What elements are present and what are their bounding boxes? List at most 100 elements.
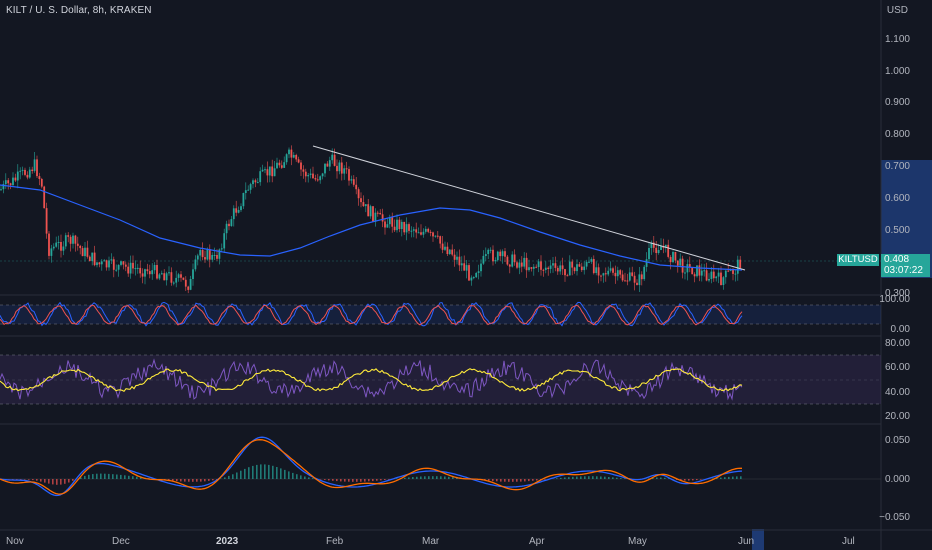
macd-histogram-bar	[648, 478, 650, 479]
currency-label: USD	[886, 5, 908, 16]
macd-histogram-bar	[496, 479, 498, 482]
candle-body	[655, 247, 658, 253]
candle-body	[343, 168, 346, 174]
macd-histogram-bar	[712, 478, 714, 479]
candle-body	[55, 242, 58, 247]
candle-body	[247, 189, 250, 191]
macd-histogram-bar	[300, 475, 302, 479]
candle-body	[96, 262, 98, 266]
macd-histogram-bar	[256, 464, 258, 479]
macd-histogram-bar	[168, 479, 170, 481]
candle-body	[98, 262, 101, 265]
candle-body	[429, 231, 432, 233]
candle-body	[40, 179, 43, 187]
candle-body	[513, 254, 516, 263]
candle-body	[559, 265, 562, 272]
candle-body	[578, 264, 581, 267]
candle-body	[729, 270, 732, 272]
candle-body	[564, 269, 566, 276]
candle-body	[688, 264, 691, 268]
time-tick: Jul	[842, 536, 855, 547]
macd-histogram-bar	[492, 479, 494, 482]
macd-histogram-bar	[544, 479, 546, 480]
trendline[interactable]	[312, 145, 746, 271]
candle-body	[535, 266, 538, 268]
candle-body	[592, 259, 595, 274]
candle-body	[232, 208, 235, 220]
candle-body	[228, 223, 230, 227]
candle-body	[216, 255, 218, 259]
macd-histogram-bar	[584, 476, 586, 479]
candle-body	[556, 267, 559, 272]
candle-body	[357, 189, 360, 199]
candle-body	[633, 275, 636, 283]
candle-body	[700, 270, 703, 276]
price-tick: 1.000	[884, 66, 910, 77]
candle-body	[715, 276, 718, 279]
price-tick: 0.800	[884, 129, 910, 140]
candle-body	[120, 261, 122, 265]
candle-body	[732, 270, 734, 274]
candle-body	[391, 217, 394, 227]
candle-body	[463, 263, 466, 271]
macd-histogram-bar	[604, 476, 606, 479]
candle-body	[468, 265, 470, 281]
candle-body	[597, 267, 600, 276]
candle-body	[112, 259, 115, 270]
macd-histogram-bar	[292, 472, 294, 479]
macd-histogram-bar	[232, 474, 234, 479]
macd-histogram-bar	[28, 479, 30, 480]
macd-histogram-bar	[596, 476, 598, 479]
candle-body	[304, 171, 307, 177]
macd-histogram-bar	[24, 479, 26, 480]
macd-histogram-bar	[556, 478, 558, 479]
macd-histogram-bar	[312, 478, 314, 479]
candle-body	[441, 243, 444, 250]
candle-body	[628, 272, 631, 281]
macd-histogram-bar	[380, 479, 382, 481]
macd-histogram-bar	[532, 479, 534, 481]
candle-body	[218, 249, 221, 259]
candle-body	[585, 261, 588, 267]
candle-body	[57, 242, 60, 243]
candle-body	[194, 259, 197, 270]
candle-body	[427, 228, 430, 232]
candle-body	[669, 257, 672, 263]
candle-body	[79, 245, 82, 249]
candle-body	[242, 193, 245, 207]
candle-body	[544, 267, 547, 270]
candle-body	[21, 169, 24, 171]
candle-body	[626, 280, 629, 282]
candle-body	[540, 261, 542, 270]
candle-body	[122, 261, 125, 265]
candle-body	[487, 249, 490, 254]
candle-body	[422, 231, 425, 235]
candle-body	[448, 249, 451, 254]
candle-body	[348, 169, 350, 181]
candle-body	[362, 202, 365, 207]
candle-body	[249, 184, 252, 190]
candle-body	[350, 179, 353, 181]
macd-histogram-bar	[440, 476, 442, 479]
candle-body	[482, 255, 485, 264]
candle-body	[417, 232, 420, 234]
macd-histogram-bar	[264, 464, 266, 479]
candle-body	[74, 235, 77, 244]
candle-body	[580, 266, 583, 271]
price-tick: 0.500	[884, 225, 910, 236]
candle-body	[139, 267, 142, 274]
macd-histogram-bar	[72, 479, 74, 481]
candle-body	[499, 251, 502, 257]
stoch-tick: 0.00	[890, 324, 910, 335]
moving-average-line	[0, 184, 743, 271]
candle-body	[576, 264, 578, 272]
macd-histogram-bar	[588, 476, 590, 479]
candle-body	[640, 274, 643, 280]
candle-body	[636, 282, 638, 285]
macd-histogram-bar	[528, 479, 530, 482]
macd-histogram-bar	[448, 476, 450, 479]
candle-body	[33, 159, 36, 171]
candle-body	[492, 249, 494, 262]
candle-body	[453, 254, 456, 260]
